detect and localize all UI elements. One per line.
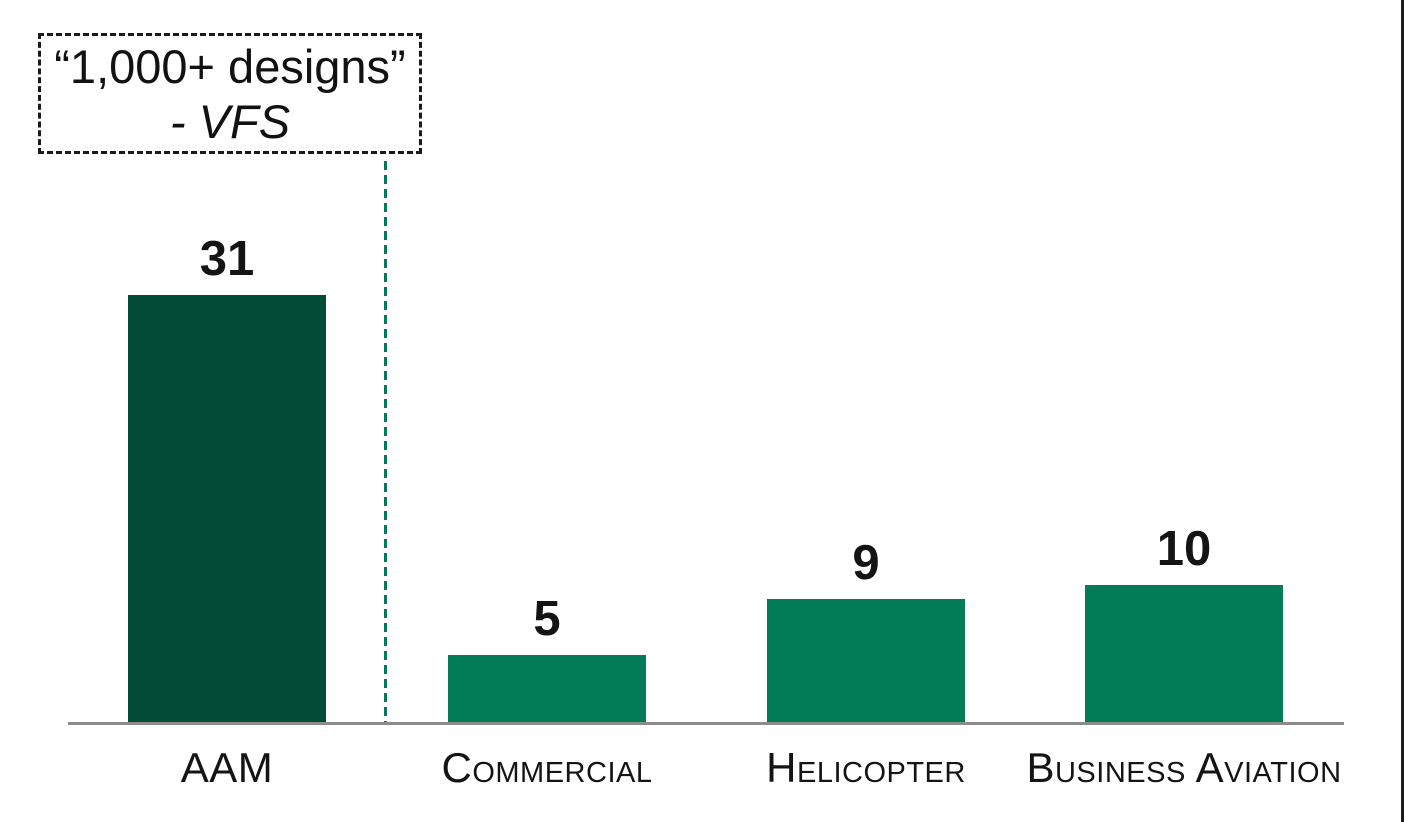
slide-right-edge-line [1401, 0, 1404, 822]
bar-group-business-aviation: 10 [1085, 523, 1283, 724]
bar-value-label-aam: 31 [199, 232, 255, 286]
bar-commercial [448, 655, 646, 724]
bar-helicopter [767, 599, 965, 724]
dashed-separator-line [384, 161, 387, 724]
category-label-aam: AAM [180, 744, 274, 791]
annotation-quote-text: “1,000+ designs” [54, 39, 406, 93]
bar-value-label-business-aviation: 10 [1156, 522, 1212, 576]
category-label-business-aviation: Business Aviation [1026, 744, 1342, 791]
bar-group-aam: 31 [128, 233, 326, 724]
bar-value-label-helicopter: 9 [852, 536, 880, 590]
bar-aam [128, 295, 326, 724]
bar-group-helicopter: 9 [767, 537, 965, 724]
bar-group-commercial: 5 [448, 593, 646, 724]
bar-business-aviation [1085, 585, 1283, 724]
category-label-commercial: Commercial [441, 744, 653, 791]
annotation-source-text: - VFS [169, 94, 291, 148]
bar-value-label-commercial: 5 [533, 592, 561, 646]
annotation-callout-box: “1,000+ designs” - VFS [38, 33, 422, 154]
x-axis-line [68, 722, 1344, 725]
category-label-helicopter: Helicopter [766, 744, 966, 791]
